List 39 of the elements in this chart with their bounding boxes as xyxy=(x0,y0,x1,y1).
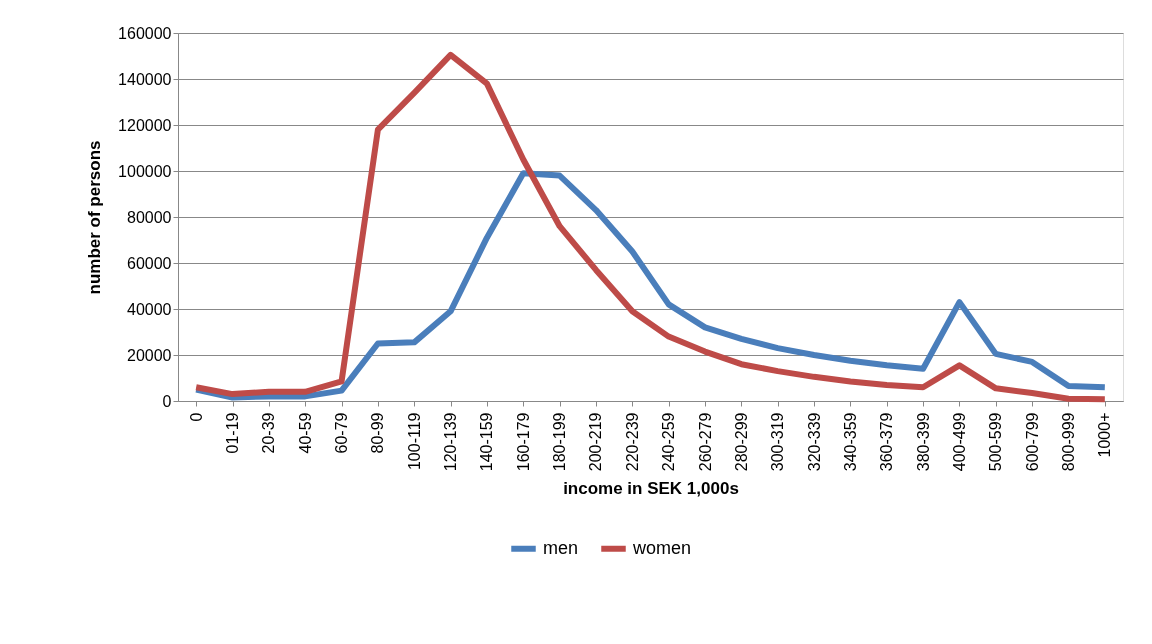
y-axis-title: number of persons xyxy=(85,140,105,295)
y-tick-label: 40000 xyxy=(127,300,172,318)
x-tick-label: 100-119 xyxy=(405,412,423,471)
x-tick-label: 300-319 xyxy=(769,412,787,472)
x-tick-label: 500-599 xyxy=(987,412,1005,472)
x-tick-label: 260-279 xyxy=(696,412,714,472)
x-tick-label: 380-399 xyxy=(914,412,932,472)
y-tick-label: 120000 xyxy=(118,116,172,134)
x-tick-label: 0 xyxy=(187,412,205,422)
x-tick-label: 120-139 xyxy=(442,412,460,472)
x-tick-label: 200-219 xyxy=(587,412,605,472)
x-tick-label: 220-239 xyxy=(623,412,641,472)
x-tick-label: 40-59 xyxy=(296,412,314,454)
x-tick-label: 160-179 xyxy=(514,412,532,472)
x-tick-label: 360-379 xyxy=(878,412,896,472)
x-tick-label: 400-499 xyxy=(950,412,968,472)
x-tick-label: 180-199 xyxy=(551,412,569,472)
x-tick-label: 1000+ xyxy=(1096,412,1114,458)
x-tick-label: 20-39 xyxy=(260,412,278,454)
x-tick-label: 320-339 xyxy=(805,412,823,472)
x-tick-label: 340-359 xyxy=(841,412,859,472)
x-tick-label: 280-299 xyxy=(732,412,750,472)
x-tick-label: 01-19 xyxy=(224,412,242,454)
x-axis-title: income in SEK 1,000s xyxy=(563,479,739,499)
y-tick-label: 140000 xyxy=(118,70,172,88)
x-tick-label: 600-799 xyxy=(1023,412,1041,472)
x-tick-label: 80-99 xyxy=(369,412,387,454)
x-tick-label: 60-79 xyxy=(333,412,351,454)
y-tick-label: 20000 xyxy=(127,346,172,364)
x-tick-label: 800-999 xyxy=(1059,412,1077,472)
legend-label: women xyxy=(632,537,692,558)
y-tick-label: 0 xyxy=(162,392,172,410)
y-tick-label: 60000 xyxy=(127,254,172,272)
x-tick-label: 240-259 xyxy=(660,412,678,472)
y-tick-label: 80000 xyxy=(127,208,172,226)
y-tick-label: 160000 xyxy=(118,24,172,42)
y-tick-label: 100000 xyxy=(118,162,172,180)
legend-label: men xyxy=(543,537,579,558)
x-tick-label: 140-159 xyxy=(478,412,496,472)
